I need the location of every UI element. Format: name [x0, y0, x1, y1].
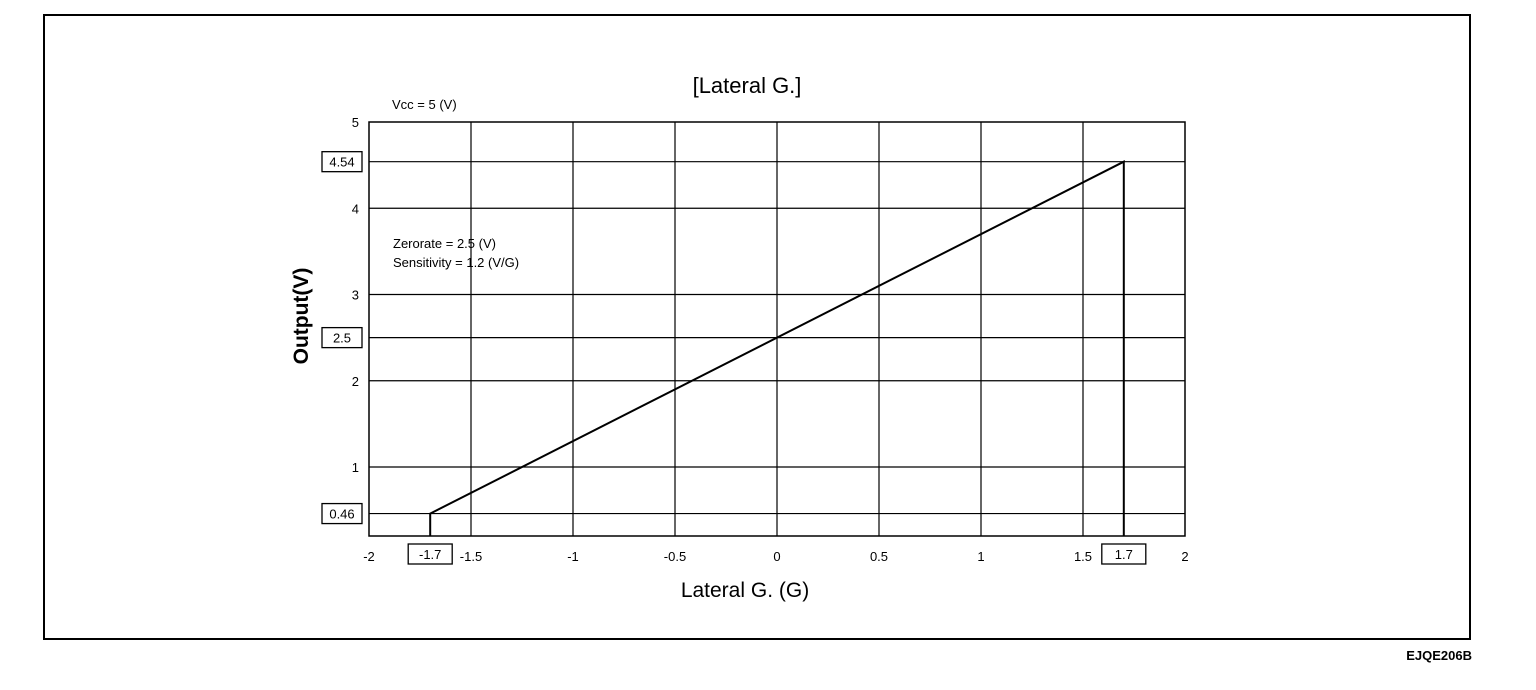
document-code: EJQE206B: [1406, 648, 1472, 663]
x-tick-label: 0: [773, 549, 780, 564]
x-axis-label: Lateral G. (G): [681, 579, 809, 602]
boxed-y-label-box: [321, 326, 363, 349]
y-tick-label: 1: [352, 460, 359, 475]
y-tick-label: 2: [352, 374, 359, 389]
x-tick-label: -2: [363, 549, 375, 564]
output-line: [429, 160, 1125, 536]
boxed-y-label-box: [321, 502, 363, 525]
figure-frame: [43, 14, 1471, 640]
boxed-x-label-box: [407, 543, 453, 565]
y-axis-label: Output(V): [290, 268, 313, 365]
boxed-x-label: -1.7: [419, 547, 441, 562]
x-tick-label: 0.5: [870, 549, 888, 564]
x-tick-label: -0.5: [664, 549, 686, 564]
annotation-vcc: Vcc = 5 (V): [392, 97, 457, 112]
boxed-y-label-box: [321, 151, 363, 173]
x-tick-label: -1.5: [460, 549, 482, 564]
boxed-y-label: 0.46: [329, 507, 354, 522]
annotation-zerorate: Zerorate = 2.5 (V): [393, 236, 496, 251]
boxed-x-label: 1.7: [1115, 547, 1133, 562]
y-tick-label: 3: [352, 288, 359, 303]
y-tick-label: 4: [352, 201, 359, 216]
boxed-y-label: 4.54: [329, 155, 354, 170]
x-tick-label: 2: [1181, 549, 1188, 564]
annotation-sensitivity: Sensitivity = 1.2 (V/G): [393, 255, 519, 270]
boxed-y-label: 2.5: [333, 331, 351, 346]
chart-title: [Lateral G.]: [693, 73, 802, 98]
x-tick-label: 1: [977, 549, 984, 564]
plot-area: -2 -1.5 -1 -0.5 0 0.5 1 1.5 2 1 2 3 4 5 4.54 2.5 0.46 -1.…: [321, 115, 1189, 565]
boxed-x-label-box: [1101, 543, 1147, 565]
x-tick-label: -1: [567, 549, 579, 564]
x-tick-label: 1.5: [1074, 549, 1092, 564]
y-tick-label: 5: [352, 115, 359, 130]
